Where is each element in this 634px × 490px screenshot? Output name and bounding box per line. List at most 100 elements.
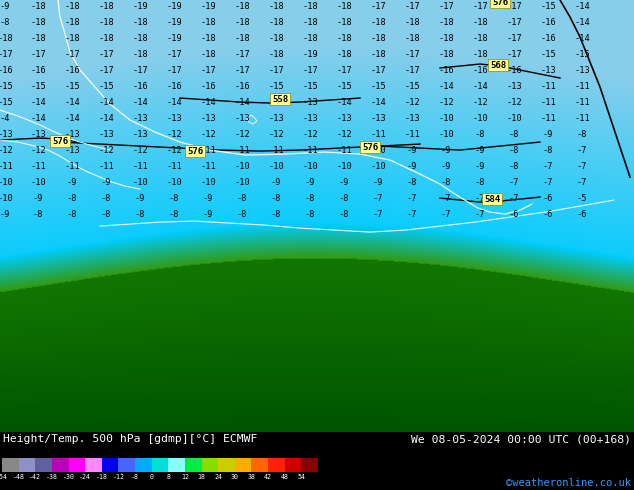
- Text: -13: -13: [166, 114, 182, 122]
- Text: -18: -18: [268, 33, 284, 43]
- Text: -9: -9: [305, 177, 315, 187]
- Text: -15: -15: [0, 98, 13, 106]
- Text: We 08-05-2024 00:00 UTC (00+168): We 08-05-2024 00:00 UTC (00+168): [411, 434, 631, 444]
- Text: -8: -8: [101, 210, 111, 219]
- Text: -7: -7: [543, 162, 553, 171]
- Text: -17: -17: [336, 66, 352, 74]
- Text: -24: -24: [79, 473, 91, 480]
- Text: -5: -5: [577, 194, 587, 202]
- Text: -14: -14: [234, 98, 250, 106]
- Text: -10: -10: [472, 114, 488, 122]
- Text: -13: -13: [132, 114, 148, 122]
- Text: -11: -11: [30, 162, 46, 171]
- Text: 558: 558: [272, 95, 288, 103]
- Text: -13: -13: [404, 114, 420, 122]
- Text: -16: -16: [234, 81, 250, 91]
- Text: -8: -8: [271, 194, 281, 202]
- Text: -10: -10: [268, 162, 284, 171]
- Text: -7: -7: [577, 146, 587, 154]
- Text: -18: -18: [370, 33, 386, 43]
- Text: -14: -14: [98, 114, 114, 122]
- Text: -16: -16: [64, 66, 80, 74]
- Bar: [135, 458, 152, 472]
- Text: -15: -15: [64, 81, 80, 91]
- Text: -9: -9: [475, 146, 485, 154]
- Text: -13: -13: [0, 129, 13, 139]
- Text: -14: -14: [438, 81, 454, 91]
- Text: -12: -12: [506, 98, 522, 106]
- Text: -16: -16: [540, 33, 556, 43]
- Text: -18: -18: [336, 1, 352, 10]
- Text: 0: 0: [150, 473, 153, 480]
- Text: Height/Temp. 500 hPa [gdmp][°C] ECMWF: Height/Temp. 500 hPa [gdmp][°C] ECMWF: [3, 434, 257, 444]
- Text: -11: -11: [370, 129, 386, 139]
- Text: -15: -15: [98, 81, 114, 91]
- Text: -16: -16: [438, 66, 454, 74]
- Text: -18: -18: [98, 1, 114, 10]
- Text: -7: -7: [577, 177, 587, 187]
- Text: -18: -18: [370, 18, 386, 26]
- Text: -8: -8: [135, 210, 145, 219]
- Text: -18: -18: [234, 33, 250, 43]
- Text: -7: -7: [577, 162, 587, 171]
- Text: -7: -7: [441, 210, 451, 219]
- Text: -7: -7: [407, 210, 417, 219]
- Text: -7: -7: [373, 210, 383, 219]
- Text: -10: -10: [132, 177, 148, 187]
- Text: -6: -6: [543, 210, 553, 219]
- Text: -10: -10: [438, 129, 454, 139]
- Text: -18: -18: [96, 473, 108, 480]
- Text: -14: -14: [200, 98, 216, 106]
- Text: -10: -10: [336, 162, 352, 171]
- Text: -10: -10: [200, 177, 216, 187]
- Text: -18: -18: [200, 18, 216, 26]
- Text: -11: -11: [166, 162, 182, 171]
- Text: -15: -15: [268, 81, 284, 91]
- Text: -11: -11: [574, 98, 590, 106]
- Text: -13: -13: [302, 114, 318, 122]
- Text: -12: -12: [472, 98, 488, 106]
- Text: -17: -17: [234, 49, 250, 58]
- Text: -8: -8: [508, 162, 519, 171]
- Text: -9: -9: [33, 194, 43, 202]
- Text: -18: -18: [404, 33, 420, 43]
- Text: -9: -9: [101, 177, 111, 187]
- Bar: [285, 458, 301, 472]
- Text: -12: -12: [404, 98, 420, 106]
- Text: -17: -17: [64, 49, 80, 58]
- Text: -15: -15: [540, 1, 556, 10]
- Text: -9: -9: [373, 177, 383, 187]
- Bar: [68, 458, 85, 472]
- Text: -18: -18: [472, 18, 488, 26]
- Text: -17: -17: [234, 66, 250, 74]
- Text: -17: -17: [404, 49, 420, 58]
- Text: -13: -13: [336, 114, 352, 122]
- Text: -8: -8: [236, 194, 247, 202]
- Text: 38: 38: [247, 473, 256, 480]
- Text: -18: -18: [132, 18, 148, 26]
- Text: -10: -10: [506, 114, 522, 122]
- Text: -15: -15: [540, 49, 556, 58]
- Text: -18: -18: [200, 33, 216, 43]
- Text: -12: -12: [30, 146, 46, 154]
- Text: -13: -13: [540, 66, 556, 74]
- Text: 8: 8: [166, 473, 171, 480]
- Text: ©weatheronline.co.uk: ©weatheronline.co.uk: [506, 478, 631, 488]
- Text: -11: -11: [200, 146, 216, 154]
- Text: -16: -16: [0, 66, 13, 74]
- Text: -19: -19: [166, 18, 182, 26]
- Text: -10: -10: [302, 162, 318, 171]
- Text: -14: -14: [472, 81, 488, 91]
- Bar: [252, 458, 268, 472]
- Text: -13: -13: [132, 129, 148, 139]
- Text: -12: -12: [234, 129, 250, 139]
- Text: -11: -11: [64, 162, 80, 171]
- Text: -15: -15: [370, 81, 386, 91]
- Text: -18: -18: [64, 33, 80, 43]
- Text: -13: -13: [98, 129, 114, 139]
- Text: -17: -17: [166, 66, 182, 74]
- Text: -17: -17: [200, 66, 216, 74]
- Text: -7: -7: [508, 177, 519, 187]
- Text: -14: -14: [30, 98, 46, 106]
- Bar: [18, 458, 36, 472]
